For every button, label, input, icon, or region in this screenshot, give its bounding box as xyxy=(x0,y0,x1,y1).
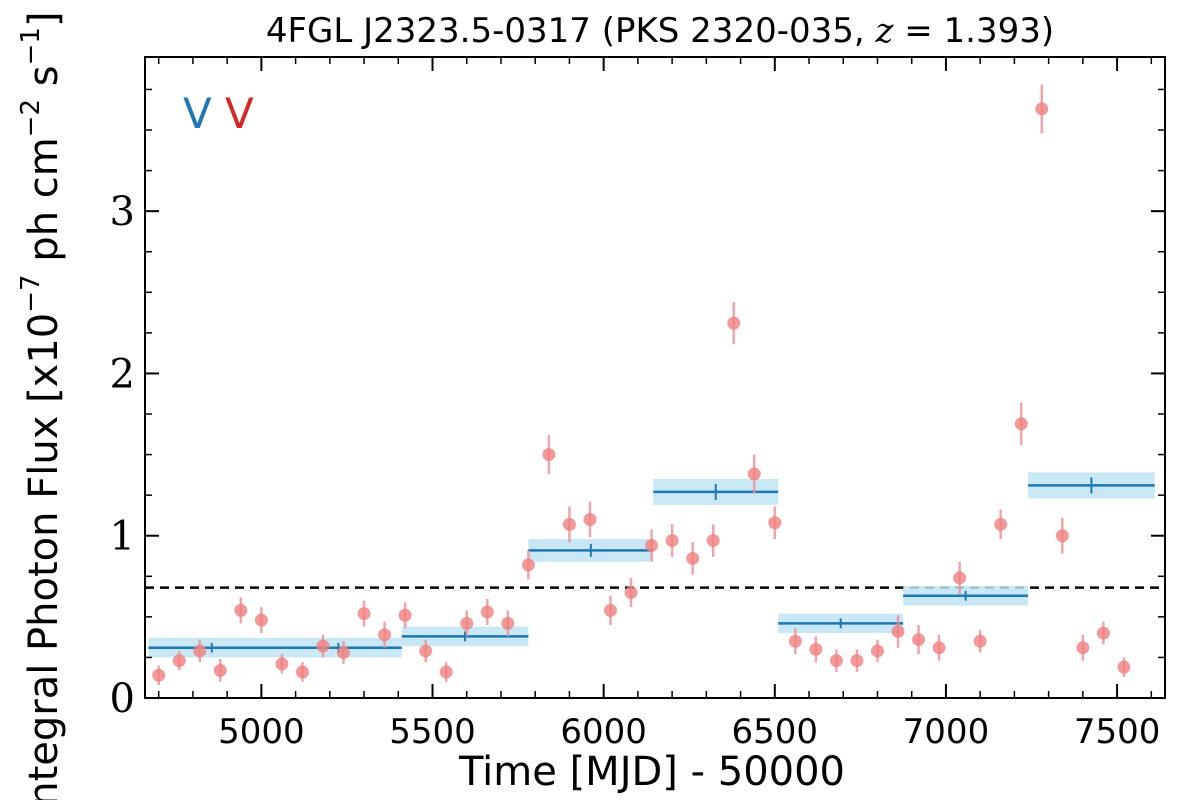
flux-points-layer xyxy=(152,84,1131,686)
y-axis-label: Integral Photon Flux [x10−7 ph cm−2 s−1] xyxy=(16,11,67,800)
x-tick-label: 6500 xyxy=(732,712,819,752)
flux-point xyxy=(870,644,884,658)
axes-layer: 5000 5500 6000 6500 7000 7500 0 1 2 3 xyxy=(110,56,1166,752)
marker-legend: V V xyxy=(183,89,254,138)
y-tick-label: 3 xyxy=(110,189,135,235)
flux-point xyxy=(213,663,227,677)
x-tick-label: 7500 xyxy=(1074,712,1161,752)
y-tick-label: 0 xyxy=(110,676,135,722)
flux-point xyxy=(686,551,700,565)
flux-point xyxy=(706,534,720,548)
flux-point xyxy=(501,616,515,630)
flux-point xyxy=(419,644,433,658)
flux-point xyxy=(234,603,248,617)
flux-point xyxy=(994,517,1008,531)
flux-point xyxy=(439,665,453,679)
flux-point xyxy=(1055,529,1069,543)
bayesian-blocks-layer xyxy=(148,472,1155,658)
flux-point xyxy=(891,624,905,638)
y-tick-label: 1 xyxy=(110,514,135,560)
flux-point xyxy=(1117,660,1131,674)
flux-point xyxy=(193,644,207,658)
flux-point xyxy=(747,467,761,481)
x-tick-label: 7000 xyxy=(903,712,990,752)
flux-point xyxy=(542,448,556,462)
plot-frame xyxy=(144,56,1166,699)
flux-point xyxy=(357,607,371,621)
flux-point xyxy=(337,646,351,660)
flux-point xyxy=(912,633,926,647)
flux-point xyxy=(604,603,618,617)
x-tick-label: 5000 xyxy=(218,712,305,752)
flux-point xyxy=(398,608,412,622)
flux-point xyxy=(1096,626,1110,640)
flux-point xyxy=(768,516,782,530)
flux-point xyxy=(624,586,638,600)
flux-point xyxy=(562,517,576,531)
flux-point xyxy=(1035,102,1049,116)
chart-title: 4FGL J2323.5-0317 (PKS 2320-035, z = 1.3… xyxy=(266,11,1054,51)
flux-point xyxy=(152,668,166,682)
flux-point xyxy=(172,654,186,668)
flux-point xyxy=(850,654,864,668)
x-axis-label: Time [MJD] - 50000 xyxy=(458,749,845,795)
flux-point xyxy=(932,641,946,655)
flux-point xyxy=(727,316,741,330)
flux-point xyxy=(973,634,987,648)
flux-point xyxy=(521,558,535,572)
y-tick-label: 2 xyxy=(110,351,135,397)
flux-point xyxy=(254,613,268,627)
flux-point xyxy=(829,654,843,668)
flux-point xyxy=(316,639,330,653)
flux-point xyxy=(583,512,597,526)
marker-v-blue: V xyxy=(183,89,212,138)
x-tick-label: 6000 xyxy=(560,712,647,752)
flux-point xyxy=(809,642,823,656)
flux-point xyxy=(378,628,392,642)
x-tick-label: 5500 xyxy=(389,712,476,752)
flux-point xyxy=(953,571,967,585)
flux-point xyxy=(275,657,289,671)
flux-point xyxy=(1014,417,1028,431)
flux-point xyxy=(295,665,309,679)
flux-point xyxy=(1076,641,1090,655)
flux-point xyxy=(645,538,659,552)
flux-point xyxy=(460,616,474,630)
flux-point xyxy=(788,634,802,648)
flux-point xyxy=(480,605,494,619)
flux-point xyxy=(665,534,679,548)
marker-v-red: V xyxy=(225,89,254,138)
